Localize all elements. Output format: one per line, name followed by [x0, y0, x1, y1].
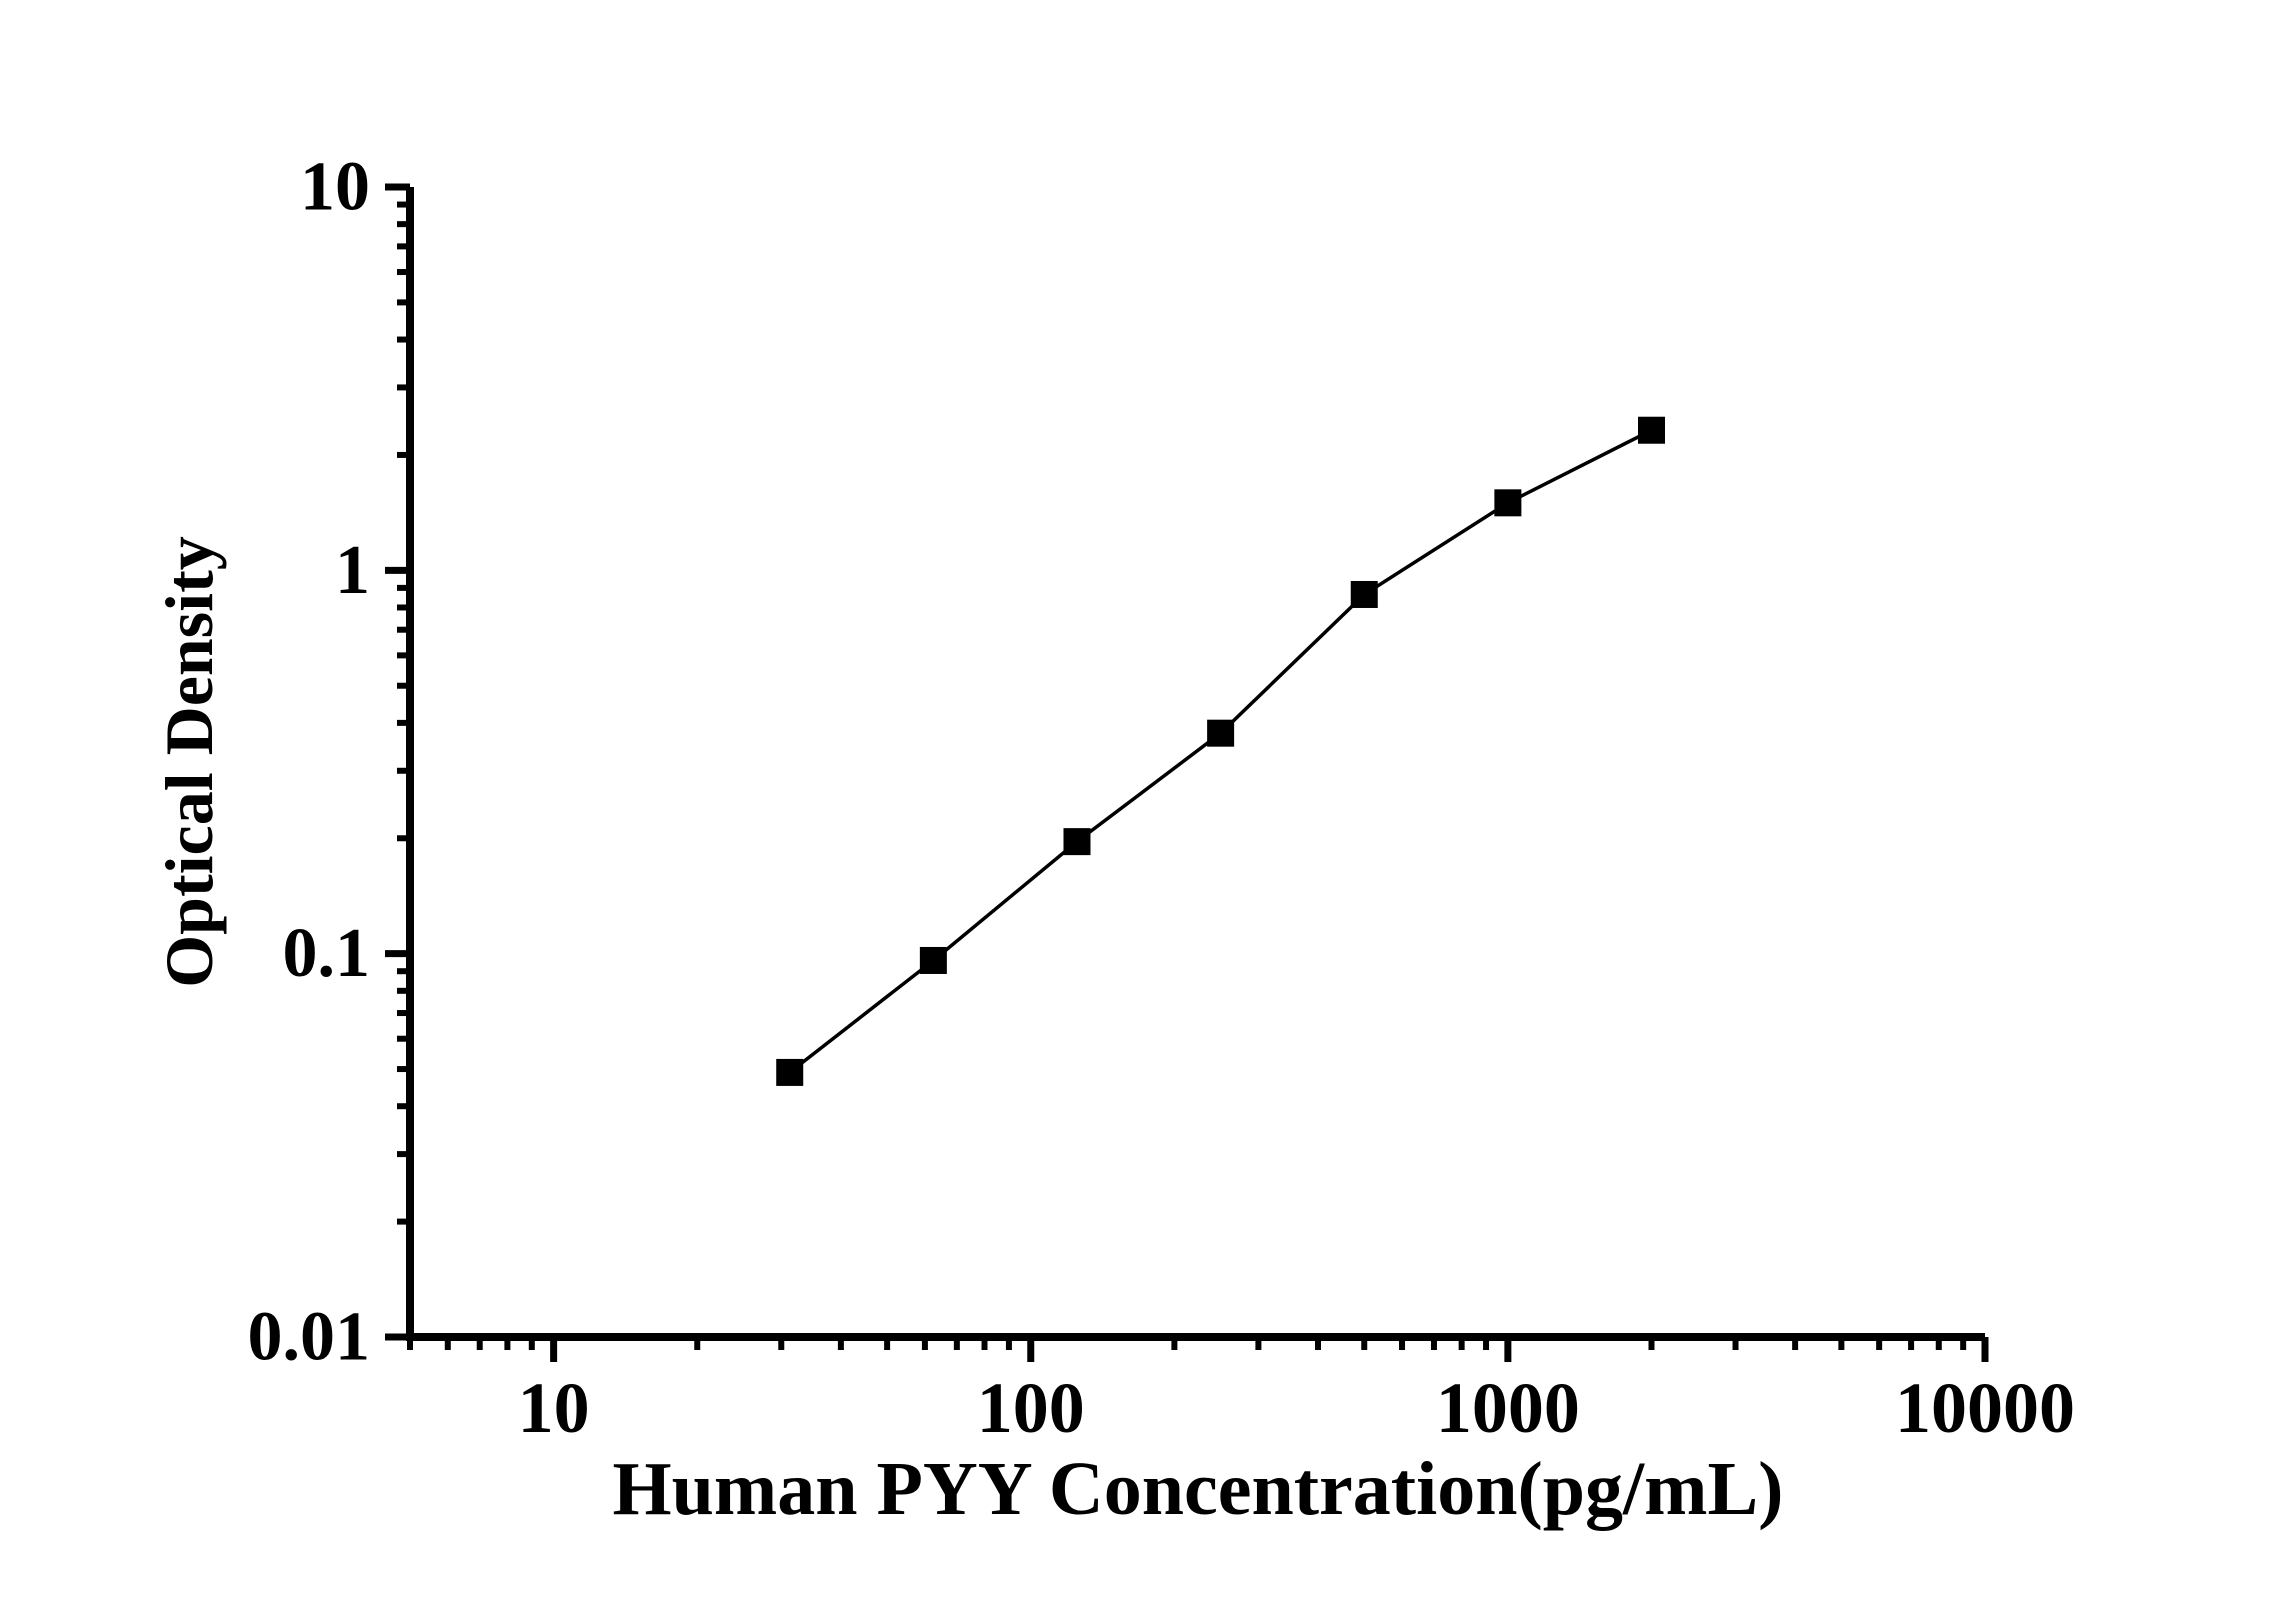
x-tick-label: 1000	[1436, 1368, 1580, 1448]
data-point-marker	[1350, 580, 1378, 608]
x-tick-label: 10	[518, 1368, 590, 1448]
y-tick-label: 10	[300, 149, 370, 226]
plot-area: 10 100 1000 10000 0.01 0.1 1 10	[248, 149, 2076, 1449]
axis-line	[406, 187, 1985, 1341]
y-tick-label: 0.01	[248, 1299, 371, 1376]
data-point-marker	[1494, 489, 1522, 517]
data-series	[776, 416, 1666, 1086]
y-tick-labels: 0.01 0.1 1 10	[248, 149, 371, 1376]
series-line	[788, 428, 1653, 1074]
x-tick-label: 10000	[1895, 1368, 2075, 1448]
axes	[406, 187, 1985, 1341]
y-ticks	[385, 183, 410, 1341]
data-point-marker	[919, 946, 947, 974]
x-axis-title: Human PYY Concentration(pg/mL)	[613, 1447, 1784, 1531]
data-point-marker	[1638, 416, 1666, 444]
data-point-marker	[776, 1058, 804, 1086]
x-ticks	[407, 1337, 1989, 1362]
y-tick-label: 0.1	[283, 915, 371, 992]
y-tick-label: 1	[335, 532, 370, 609]
x-tick-labels: 10 100 1000 10000	[518, 1368, 2075, 1448]
x-tick-label: 100	[977, 1368, 1085, 1448]
data-point-marker	[1207, 719, 1235, 747]
y-axis-title: Optical Density	[151, 536, 227, 987]
data-point-marker	[1063, 828, 1091, 856]
